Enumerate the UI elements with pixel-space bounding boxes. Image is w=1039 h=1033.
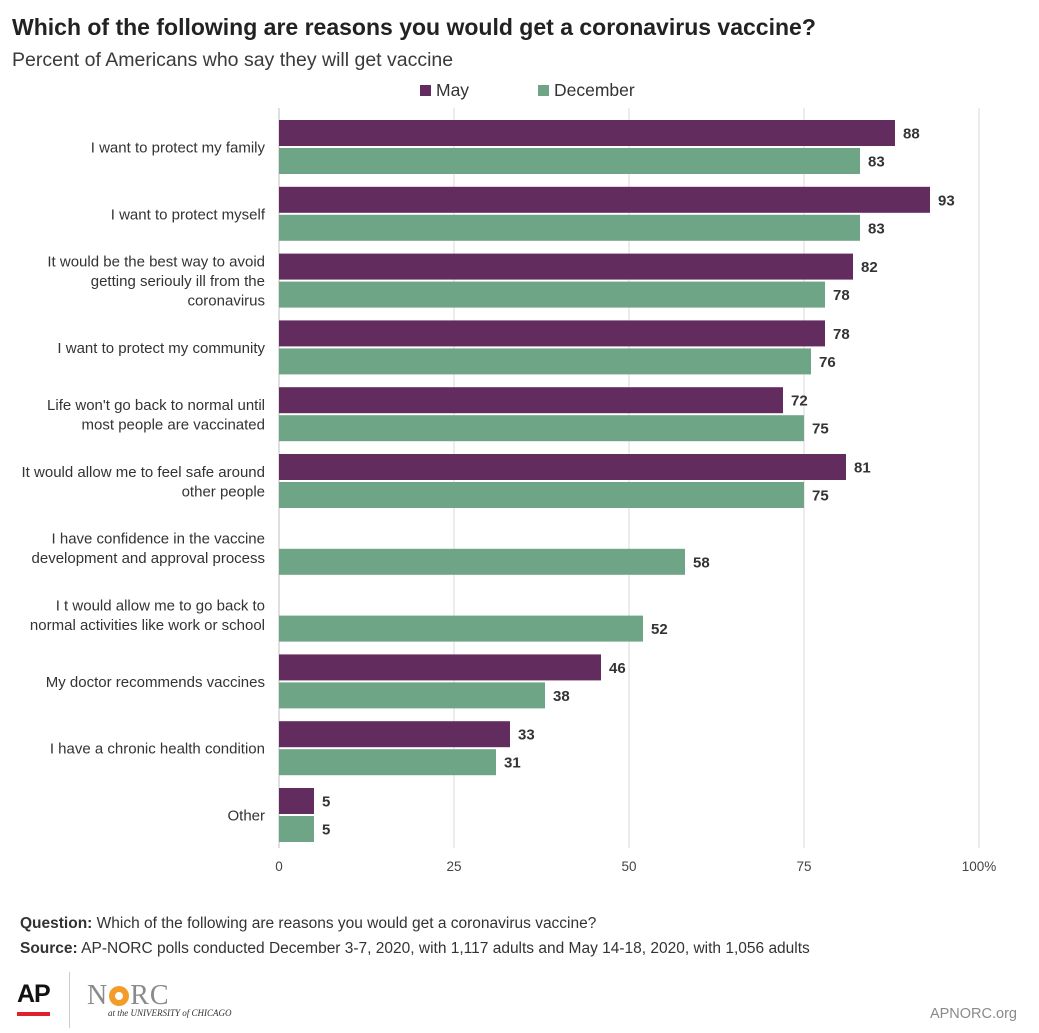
norc-logo-rc: RC bbox=[130, 980, 170, 1011]
data-label: 52 bbox=[651, 621, 668, 638]
data-label: 93 bbox=[938, 192, 955, 209]
bar-december bbox=[279, 548, 685, 575]
bar-may bbox=[279, 654, 601, 681]
category-label: I have confidence in the vaccine developm… bbox=[32, 531, 265, 568]
data-label: 81 bbox=[854, 460, 871, 477]
ap-logo-underline bbox=[17, 1012, 50, 1016]
bar-may bbox=[279, 120, 895, 146]
data-label: 33 bbox=[518, 727, 535, 744]
category-label: I t would allow me to go back to normal a… bbox=[30, 597, 265, 634]
x-tick-label: 50 bbox=[621, 859, 636, 874]
category-label: Other bbox=[227, 808, 265, 825]
bar-december bbox=[279, 749, 496, 776]
source-label: Source: bbox=[20, 940, 78, 957]
legend-item-december: December bbox=[538, 80, 635, 101]
footer-question: Question: Which of the following are rea… bbox=[20, 915, 596, 933]
bar-december bbox=[279, 348, 811, 375]
bar-may bbox=[279, 253, 853, 280]
bar-may bbox=[279, 454, 846, 480]
category-label: I want to protect my family bbox=[91, 140, 266, 157]
data-label: 75 bbox=[812, 421, 829, 438]
category-label: I have a chronic health condition bbox=[50, 741, 265, 758]
category-label: Life won't go back to normal until most p… bbox=[47, 397, 265, 434]
x-tick-label: 100% bbox=[962, 859, 997, 874]
norc-logo-n: N bbox=[87, 980, 109, 1011]
data-label: 76 bbox=[819, 354, 836, 371]
x-tick-label: 25 bbox=[446, 859, 461, 874]
legend-swatch-december bbox=[538, 85, 549, 96]
bar-may bbox=[279, 320, 825, 347]
data-label: 5 bbox=[322, 822, 330, 839]
source-text: AP-NORC polls conducted December 3-7, 20… bbox=[77, 940, 810, 957]
legend-label-december: December bbox=[554, 80, 635, 100]
bar-may bbox=[279, 721, 510, 748]
bar-december bbox=[279, 482, 804, 508]
footer-source: Source: AP-NORC polls conducted December… bbox=[20, 940, 810, 958]
ap-logo-text: AP bbox=[17, 980, 51, 1008]
category-label: I want to protect my community bbox=[57, 340, 265, 357]
x-tick-label: 0 bbox=[275, 859, 283, 874]
bar-december bbox=[279, 415, 804, 442]
legend-swatch-may bbox=[420, 85, 431, 96]
category-label: It would allow me to feel safe around oth… bbox=[22, 464, 265, 501]
legend-label-may: May bbox=[436, 80, 470, 100]
uchicago-tagline: at the UNIVERSITY of CHICAGO bbox=[108, 1008, 232, 1018]
bar-december bbox=[279, 615, 643, 642]
data-label: 31 bbox=[504, 755, 521, 772]
question-label: Question: bbox=[20, 915, 93, 932]
bar-may bbox=[279, 186, 930, 213]
x-tick-label: 75 bbox=[796, 859, 811, 874]
data-label: 83 bbox=[868, 154, 885, 171]
bar-december bbox=[279, 816, 314, 842]
category-label: My doctor recommends vaccines bbox=[46, 674, 265, 691]
bar-may bbox=[279, 788, 314, 814]
category-label: I want to protect myself bbox=[111, 206, 266, 223]
legend-item-may: May bbox=[420, 80, 469, 101]
question-text: Which of the following are reasons you w… bbox=[92, 915, 597, 932]
category-label: It would be the best way to avoid getting… bbox=[47, 254, 265, 310]
data-label: 78 bbox=[833, 326, 850, 343]
data-label: 75 bbox=[812, 488, 829, 505]
bar-december bbox=[279, 214, 860, 241]
data-label: 38 bbox=[553, 688, 570, 705]
bar-december bbox=[279, 281, 825, 308]
data-label: 72 bbox=[791, 393, 808, 410]
norc-sun-icon bbox=[109, 986, 130, 1006]
bar-may bbox=[279, 387, 783, 414]
bar-december bbox=[279, 682, 545, 709]
norc-logo: N RC bbox=[87, 980, 170, 1012]
bar-december bbox=[279, 148, 860, 174]
ap-logo: AP bbox=[17, 980, 51, 1009]
data-label: 58 bbox=[693, 554, 710, 571]
data-label: 78 bbox=[833, 287, 850, 304]
data-label: 83 bbox=[868, 220, 885, 237]
data-label: 46 bbox=[609, 660, 626, 677]
data-label: 5 bbox=[322, 794, 330, 811]
logo-divider bbox=[69, 972, 70, 1028]
chart-title: Which of the following are reasons you w… bbox=[12, 14, 816, 40]
data-label: 88 bbox=[903, 126, 920, 143]
bar-chart: 0 25 50 75 100% I want to protect my family 88… bbox=[22, 108, 997, 874]
chart-subtitle: Percent of Americans who say they will g… bbox=[12, 49, 454, 71]
data-label: 82 bbox=[861, 259, 878, 276]
site-url: APNORC.org bbox=[929, 1006, 1017, 1022]
